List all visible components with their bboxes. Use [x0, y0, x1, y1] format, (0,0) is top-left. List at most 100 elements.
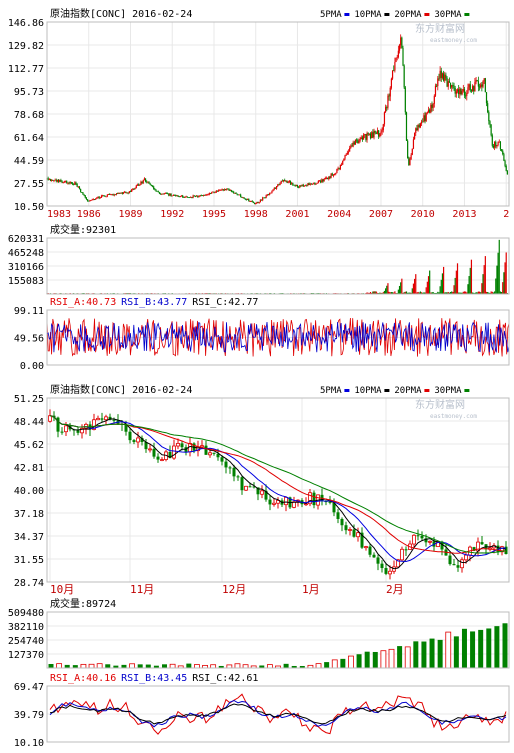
- candle-body: [114, 194, 117, 196]
- candle-body: [458, 89, 460, 95]
- volume-bar: [465, 291, 467, 294]
- volume-bar: [427, 276, 430, 294]
- candle-body: [249, 201, 251, 202]
- candle-body: [153, 186, 155, 189]
- y-tick-label: 254740: [8, 636, 44, 647]
- candle-body: [329, 176, 331, 178]
- candle-body: [53, 180, 55, 182]
- volume-bar: [495, 278, 497, 294]
- candle-body: [310, 183, 312, 185]
- candle-body: [104, 416, 108, 421]
- x-tick-label: 1983: [47, 209, 71, 220]
- text-layer: 原油指数[CONC] 2016-02-24 5PMA 10PMA 20PMA 30PMA…: [8, 7, 509, 749]
- candle-body: [259, 199, 261, 203]
- candle-body: [481, 84, 483, 87]
- candle-body: [354, 139, 357, 145]
- volume-bar: [324, 662, 330, 668]
- candle-body: [293, 184, 295, 186]
- candle-body: [284, 496, 288, 506]
- candle-body: [240, 194, 242, 197]
- candle-body: [229, 190, 231, 191]
- candle-body: [327, 178, 329, 180]
- x-tick-label: 12月: [222, 583, 246, 596]
- candle-body: [69, 182, 71, 184]
- candle-body: [141, 181, 143, 183]
- volume-bar: [299, 665, 305, 668]
- candle-body: [447, 81, 449, 87]
- volume-bar: [398, 285, 401, 294]
- candle-body: [175, 194, 177, 196]
- candle-body: [489, 121, 491, 125]
- candle-body: [236, 193, 238, 195]
- volume-bar: [382, 292, 384, 294]
- candle-body: [61, 181, 63, 183]
- candle-body: [216, 190, 219, 192]
- candle-body: [317, 180, 319, 183]
- candle-body: [129, 191, 132, 193]
- y-tick-label: 112.77: [8, 64, 44, 75]
- candle-body: [216, 453, 220, 458]
- volume-bar: [390, 292, 393, 294]
- volume-bar: [440, 279, 442, 294]
- volume-bar: [449, 291, 452, 294]
- volume-bar: [480, 292, 482, 294]
- volume-bar: [397, 289, 399, 294]
- candle-body: [353, 142, 355, 145]
- candle-body: [356, 139, 358, 141]
- grid-layer: [46, 21, 509, 743]
- candle-body: [488, 112, 490, 122]
- candle-body: [276, 500, 280, 504]
- moving-average-line: [49, 415, 507, 554]
- candle-body: [274, 187, 277, 189]
- volume-bar: [423, 292, 425, 294]
- volume-bar: [424, 292, 426, 294]
- candle-body: [269, 193, 271, 195]
- x-tick-label: 1995: [202, 209, 226, 220]
- candle-body: [252, 486, 256, 488]
- candle-body: [500, 149, 503, 151]
- volume-bar: [376, 292, 379, 294]
- candle-body: [292, 183, 294, 185]
- candle-body: [60, 431, 64, 433]
- candle-body: [398, 45, 401, 51]
- volume-bar: [470, 631, 476, 668]
- candle-body: [204, 445, 208, 455]
- candle-body: [260, 490, 264, 495]
- candle-body: [165, 193, 168, 194]
- candle-body: [103, 195, 105, 197]
- candle-body: [154, 188, 156, 190]
- candle-body: [255, 203, 257, 205]
- volume-bar: [369, 292, 372, 294]
- x-tick-label: 1992: [160, 209, 184, 220]
- volume-bar: [402, 292, 404, 294]
- candle-body: [110, 194, 112, 196]
- candle-body: [200, 195, 202, 196]
- y-tick-label: 78.68: [14, 110, 44, 121]
- candle-body: [420, 121, 423, 124]
- candle-body: [499, 141, 502, 150]
- candle-body: [91, 199, 93, 201]
- candle-body: [340, 164, 343, 166]
- candle-body: [51, 180, 53, 182]
- candle-body: [223, 189, 226, 191]
- candle-body: [106, 194, 108, 197]
- candle-body: [231, 191, 234, 193]
- candle-body: [172, 445, 176, 459]
- candle-body: [198, 196, 200, 198]
- candle-body: [496, 545, 500, 552]
- legend-entry: 10PMA: [354, 10, 382, 20]
- candle-body: [386, 107, 388, 108]
- candle-body: [396, 57, 398, 59]
- candle-body: [271, 190, 273, 193]
- candle-body: [352, 142, 354, 147]
- candle-body: [140, 437, 144, 442]
- candle-body: [132, 440, 136, 442]
- candle-body: [158, 192, 161, 194]
- candle-body: [220, 457, 224, 462]
- volume-bar: [429, 638, 435, 668]
- volume-bar: [483, 265, 485, 294]
- volume-bar: [430, 292, 432, 294]
- candle-body: [235, 192, 237, 194]
- volume-bar: [105, 664, 111, 668]
- candle-body: [365, 134, 367, 140]
